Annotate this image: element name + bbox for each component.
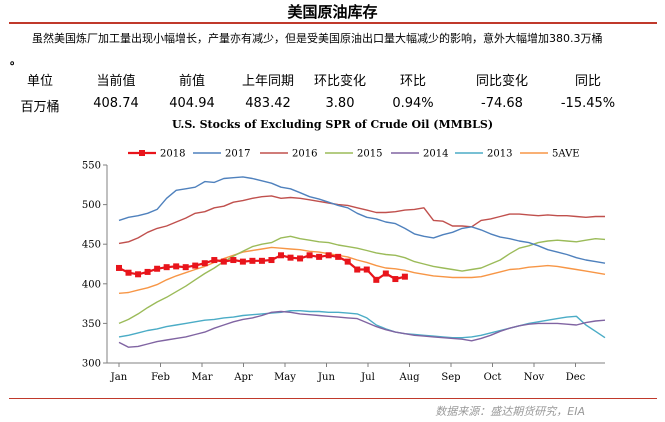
value-cell: -74.68 bbox=[481, 96, 523, 111]
data-point-2018 bbox=[335, 253, 342, 260]
header-cell: 前值 bbox=[178, 74, 205, 89]
summary-value-row: 百万桶 408.74 404.94 483.42 3.80 0.94% -74.… bbox=[0, 96, 665, 116]
series-line-2014 bbox=[118, 310, 606, 348]
x-tick-label: Feb bbox=[151, 372, 170, 383]
data-point-2018 bbox=[201, 260, 208, 267]
data-point-2018 bbox=[163, 264, 170, 271]
data-point-2018 bbox=[297, 255, 304, 262]
page-title: 美国原油库存 bbox=[287, 3, 378, 21]
value-cell: -15.45% bbox=[560, 96, 616, 111]
x-tick-label: Mar bbox=[192, 372, 213, 383]
commentary-tail: 。 bbox=[10, 54, 21, 67]
y-tick-label: 400 bbox=[82, 279, 101, 290]
value-cell: 百万桶 bbox=[20, 100, 60, 115]
header-cell: 上年同期 bbox=[241, 74, 294, 89]
series-line-2017 bbox=[118, 176, 606, 264]
chart-legend: 2018 2017 2016 2015 2014 2013 5AVE bbox=[128, 149, 580, 160]
legend-label: 2017 bbox=[225, 149, 250, 160]
y-tick-label: 500 bbox=[82, 200, 101, 211]
header-cell: 当前值 bbox=[96, 74, 136, 89]
data-point-2018 bbox=[249, 257, 256, 264]
chart-plot-area bbox=[116, 176, 606, 348]
data-point-2018 bbox=[154, 265, 161, 272]
chart-title: U.S. Stocks of Excluding SPR of Crude Oi… bbox=[171, 118, 494, 131]
value-cell: 483.42 bbox=[245, 96, 291, 111]
data-point-2018 bbox=[239, 258, 246, 265]
x-tick-label: May bbox=[274, 372, 296, 383]
legend-label: 2014 bbox=[423, 149, 448, 160]
crude-stocks-chart: 2018 2017 2016 2015 2014 2013 5AVE 300 350 400 45… bbox=[82, 149, 606, 383]
data-point-2018 bbox=[382, 270, 389, 277]
legend-label: 2013 bbox=[487, 149, 512, 160]
header-cell: 单位 bbox=[26, 74, 53, 89]
value-cell: 408.74 bbox=[93, 96, 139, 111]
summary-header-row: 单位 当前值 前值 上年同期 环比变化 环比 同比变化 同比 bbox=[0, 70, 665, 90]
data-point-2018 bbox=[373, 276, 380, 283]
data-point-2018 bbox=[287, 254, 294, 261]
x-tick-label: Oct bbox=[484, 372, 502, 383]
y-tick-label: 450 bbox=[82, 240, 101, 251]
data-point-2018 bbox=[125, 269, 132, 276]
legend-label: 2018 bbox=[160, 149, 185, 160]
data-point-2018 bbox=[258, 257, 265, 264]
data-source: 数据来源：盛达期货研究，EIA bbox=[435, 405, 585, 418]
data-point-2018 bbox=[354, 266, 361, 273]
y-tick-label: 550 bbox=[82, 161, 101, 172]
series-line-2016 bbox=[118, 195, 605, 245]
legend-label: 2016 bbox=[292, 149, 317, 160]
header-cell: 环比变化 bbox=[313, 74, 366, 89]
data-point-2018 bbox=[316, 253, 323, 260]
title-divider bbox=[9, 22, 657, 24]
data-point-2018 bbox=[135, 271, 142, 278]
footer-divider bbox=[9, 398, 657, 399]
data-point-2018 bbox=[268, 257, 275, 264]
x-tick-label: Jul bbox=[360, 372, 375, 383]
legend-label: 5AVE bbox=[552, 149, 580, 160]
data-point-2018 bbox=[230, 257, 237, 264]
data-point-2018 bbox=[173, 263, 180, 270]
series-line-5AVE bbox=[118, 246, 606, 294]
data-point-2018 bbox=[116, 264, 122, 271]
data-point-2018 bbox=[278, 252, 284, 259]
chart-axes: 300 350 400 450 500 550 Jan Feb Mar Apr May Jun Jul A… bbox=[82, 161, 605, 383]
data-point-2018 bbox=[192, 262, 199, 269]
x-tick-label: Sep bbox=[441, 372, 460, 383]
x-tick-label: Jan bbox=[110, 372, 128, 383]
y-tick-label: 300 bbox=[82, 359, 101, 370]
data-point-2018 bbox=[220, 258, 227, 265]
value-cell: 0.94% bbox=[392, 96, 434, 111]
data-point-2018 bbox=[401, 273, 408, 280]
value-cell: 404.94 bbox=[169, 96, 215, 111]
x-tick-label: Jun bbox=[317, 372, 335, 383]
data-point-2018 bbox=[363, 266, 370, 273]
data-point-2018 bbox=[211, 257, 218, 264]
legend-label: 2015 bbox=[357, 149, 382, 160]
x-tick-label: Dec bbox=[566, 372, 586, 383]
data-point-2018 bbox=[306, 252, 313, 259]
series-line-2015 bbox=[118, 235, 606, 325]
data-point-2018 bbox=[144, 268, 151, 275]
header-cell: 环比 bbox=[399, 74, 426, 89]
value-cell: 3.80 bbox=[325, 96, 355, 111]
data-point-2018 bbox=[325, 252, 332, 259]
x-tick-label: Apr bbox=[233, 372, 253, 383]
data-point-2018 bbox=[344, 258, 351, 265]
legend-marker bbox=[139, 150, 145, 156]
header-cell: 同比 bbox=[574, 74, 601, 89]
x-tick-label: Nov bbox=[524, 372, 545, 383]
header-cell: 同比变化 bbox=[475, 74, 528, 89]
commentary-text: 虽然美国炼厂加工量出现小幅增长，产量亦有减少，但是受美国原油出口量大幅减少的影响… bbox=[32, 32, 603, 45]
y-tick-label: 350 bbox=[82, 319, 101, 330]
x-tick-label: Aug bbox=[398, 372, 420, 383]
data-point-2018 bbox=[392, 276, 399, 283]
data-point-2018 bbox=[182, 264, 189, 271]
